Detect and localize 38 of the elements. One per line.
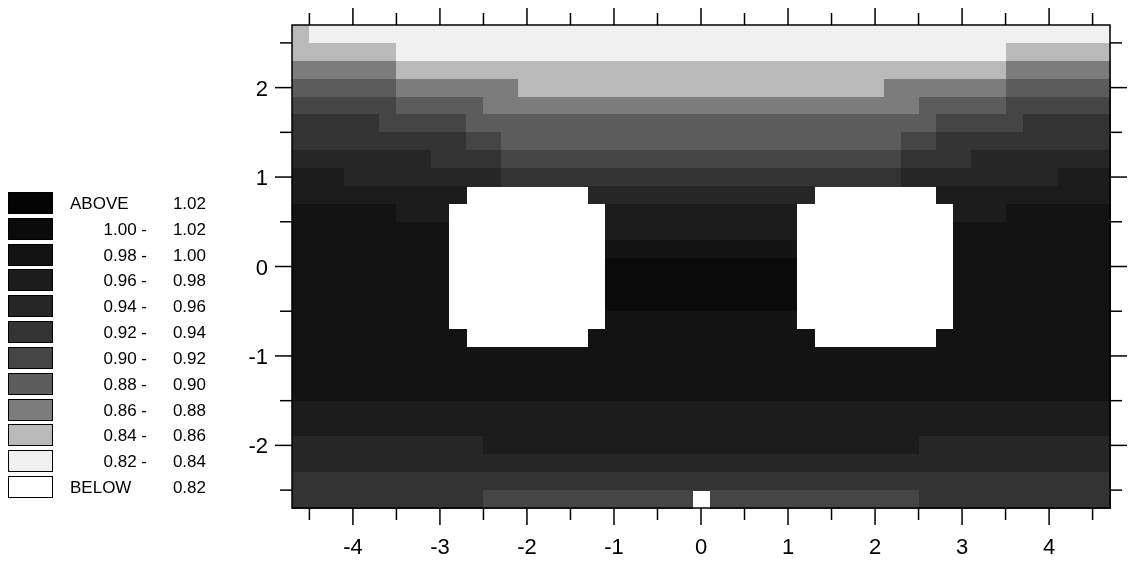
color-bar-label: 0.96 - [103, 271, 147, 291]
text: ABOVE [70, 194, 129, 213]
y-tick-label: 0 [255, 254, 268, 280]
text: 1.02 [172, 219, 206, 239]
x-tick-label: -2 [517, 534, 537, 559]
text: BELOW [70, 478, 132, 497]
text: 0.92 [172, 348, 206, 368]
text: 0.98 [172, 271, 206, 291]
color-bar-label: 0.88 - [103, 374, 147, 394]
y-tick-label: 1 [255, 165, 268, 191]
text: 1.02 [172, 194, 206, 213]
text: 0.90 [172, 374, 206, 394]
y-tick-label: 2 [255, 75, 268, 101]
text: 0.94 [172, 323, 206, 343]
color-bar-label: 0.86 - [103, 400, 147, 420]
x-tick-label: -3 [430, 534, 450, 559]
color-bar-label: 0.98 - [103, 245, 147, 265]
color-bar-label: 0.94 - [103, 297, 147, 317]
text: 1.00 [172, 245, 206, 265]
color-bar-label: 0.84 - [103, 426, 147, 446]
text: 0.84 [172, 452, 206, 472]
text: 0.82 [172, 478, 206, 497]
text: 0.96 [172, 297, 206, 317]
color-bar-label: 0.92 - [103, 323, 147, 343]
x-tick-label: 1 [781, 534, 795, 559]
y-tick-label: -2 [248, 433, 268, 459]
x-tick-label: 2 [868, 534, 882, 559]
x-tick-label: 4 [1042, 534, 1056, 559]
x-tick-label: 0 [694, 534, 708, 559]
x-tick-label: 3 [955, 534, 969, 559]
color-bar-label: 1.00 - [103, 219, 147, 239]
color-bar-label: 0.82 - [103, 452, 147, 472]
x-tick-label: -4 [343, 534, 363, 559]
color-bar-label: 0.90 - [103, 348, 147, 368]
x-tick-label: -1 [604, 534, 624, 559]
text: 0.86 [172, 426, 206, 446]
y-tick-label: -1 [248, 343, 268, 369]
text: 0.88 [172, 400, 206, 420]
